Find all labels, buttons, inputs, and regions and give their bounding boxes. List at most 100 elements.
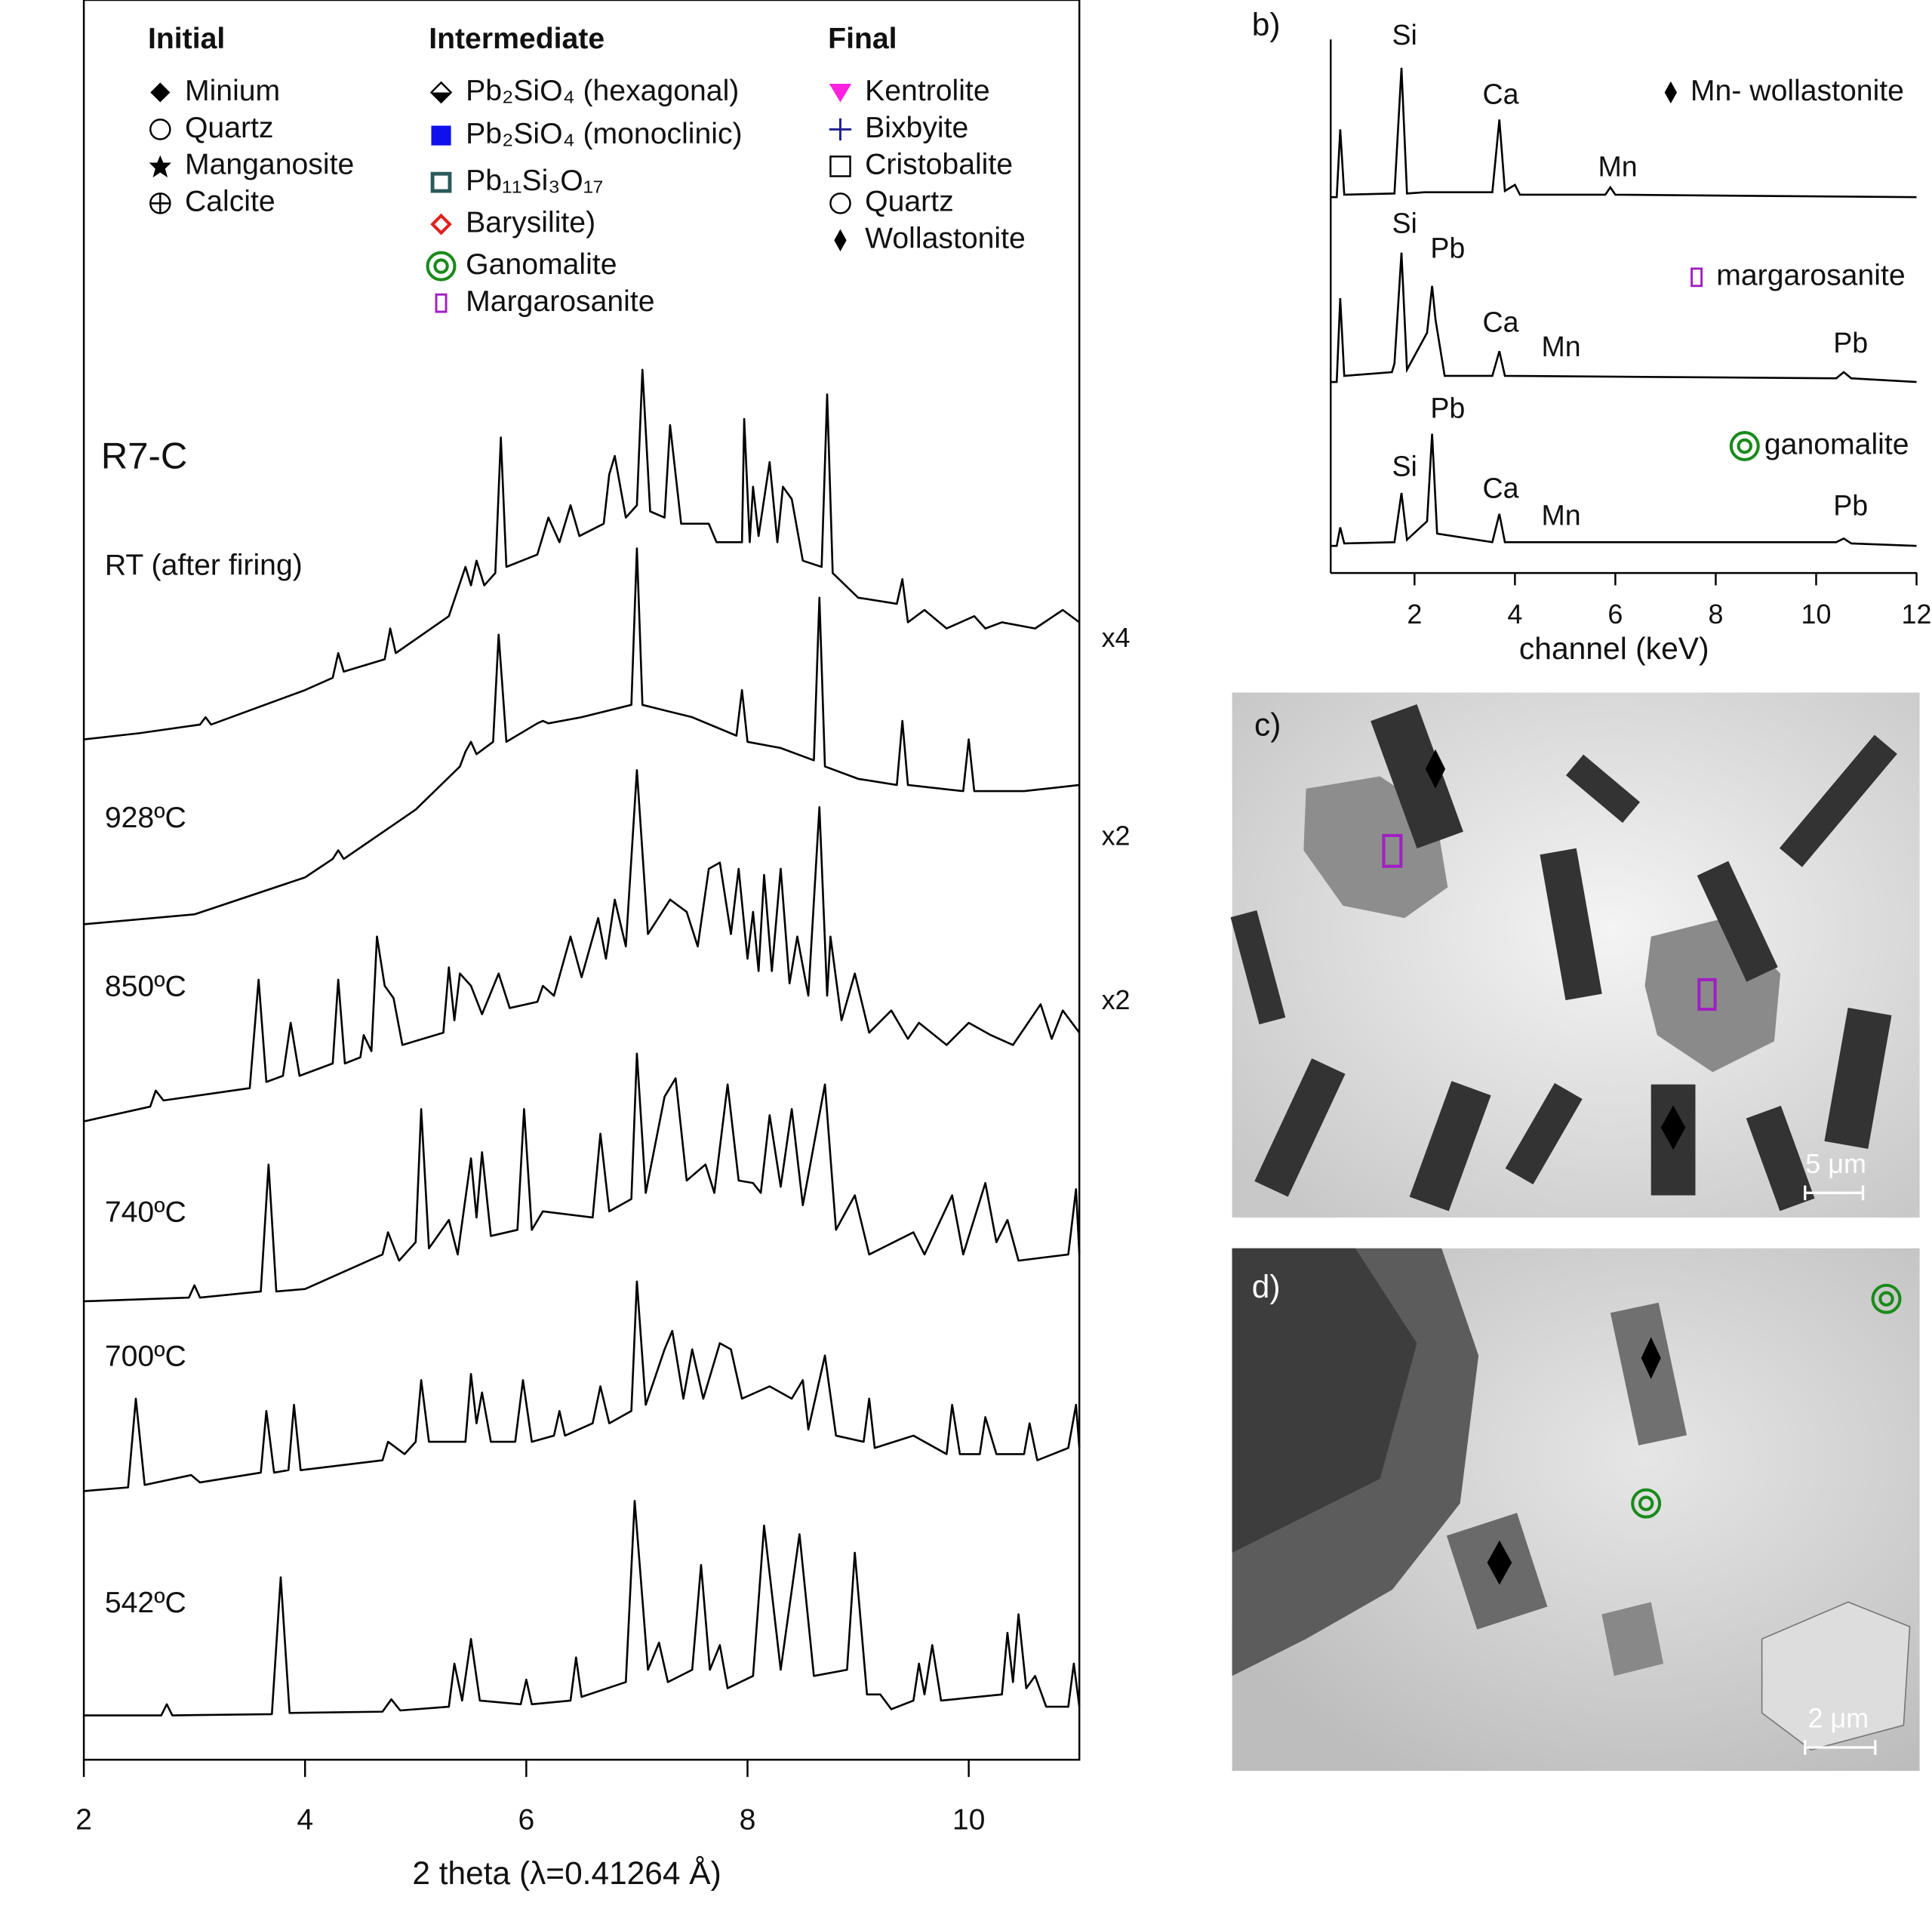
panel-label: b) bbox=[1252, 7, 1281, 42]
legend-symbol bbox=[431, 92, 451, 103]
panel-label: d) bbox=[1252, 1269, 1281, 1304]
legend-symbol bbox=[1690, 267, 1703, 288]
peak-annotation: Si bbox=[1392, 450, 1417, 482]
legend-label: Manganosite bbox=[185, 149, 354, 181]
legend-label: Minium bbox=[185, 75, 280, 107]
peak-annotation: Ca bbox=[1483, 473, 1519, 504]
x-axis-label: 2 theta (λ=0.41264 Å) bbox=[412, 1855, 721, 1891]
pattern-line bbox=[83, 1280, 1081, 1492]
legend-symbol bbox=[1729, 430, 1760, 461]
legend-group: Intermediate Pb₂SiO₄ (hexagonal) Pb₂SiO₄ (… bbox=[426, 23, 743, 318]
legend-label: margarosanite bbox=[1716, 260, 1905, 292]
legend-group: Initial Minium Quartz Manganosite Calcite bbox=[148, 23, 354, 217]
legend-label: Margarosanite bbox=[466, 285, 654, 318]
panel-label: c) bbox=[1254, 707, 1281, 742]
legend-symbol bbox=[431, 125, 451, 146]
legend-label: Pb₁₁Si₃O₁₇ bbox=[466, 165, 603, 197]
legend-label: Pb₂SiO₄ (monoclinic) bbox=[466, 118, 742, 150]
pattern-line bbox=[83, 368, 1080, 740]
trace-label: 700ºC bbox=[105, 1340, 186, 1372]
x-axis-label: channel (keV) bbox=[1519, 631, 1709, 666]
x-tick-label: 6 bbox=[518, 1803, 534, 1836]
peak-annotation: Pb bbox=[1430, 232, 1465, 263]
legend-symbol bbox=[435, 293, 448, 313]
legend-label: Bixbyite bbox=[865, 112, 968, 144]
peak-annotation: Pb bbox=[1833, 327, 1868, 359]
legend-symbol bbox=[829, 155, 851, 177]
legend-symbol bbox=[150, 193, 171, 214]
spectrum-line bbox=[1331, 67, 1917, 199]
peak-annotation: Mn bbox=[1541, 331, 1580, 362]
scale-bar-label: 2 μm bbox=[1808, 1703, 1869, 1734]
legend-group: Final Kentrolite Bixbyite Cristobalite Quart… bbox=[828, 23, 1026, 254]
sem-image bbox=[1232, 1248, 1920, 1771]
legend-label: ganomalite bbox=[1764, 428, 1909, 460]
x-tick-label: 8 bbox=[740, 1803, 756, 1836]
x-tick-label: 10 bbox=[1801, 599, 1832, 630]
panel-a-frame bbox=[82, 0, 1081, 1761]
legend-label: Quartz bbox=[185, 112, 274, 144]
pattern-line bbox=[83, 769, 1081, 1122]
legend-label: Kentrolite bbox=[865, 75, 990, 107]
spectrum-line bbox=[1331, 252, 1917, 383]
legend-symbol bbox=[433, 258, 449, 274]
legend-label: Quartz bbox=[865, 186, 954, 218]
legend-label: Wollastonite bbox=[865, 223, 1026, 255]
x-tick-label: 8 bbox=[1708, 599, 1723, 630]
trace-label: RT (after firing) bbox=[105, 549, 303, 581]
legend-symbol bbox=[149, 119, 171, 140]
legend-label: Mn- wollastonite bbox=[1690, 75, 1904, 107]
sem-image bbox=[1230, 692, 1920, 1218]
legend-label: Calcite bbox=[185, 186, 275, 218]
trace-label: 928ºC bbox=[105, 802, 186, 834]
legend-label: Cristobalite bbox=[865, 149, 1013, 181]
trace-label: 740ºC bbox=[105, 1196, 186, 1228]
legend-label: Pb₂SiO₄ (hexagonal) bbox=[466, 75, 739, 107]
legend-symbol bbox=[426, 251, 457, 282]
scale-label: x4 bbox=[1102, 622, 1131, 653]
panel-title: R7-C bbox=[101, 436, 187, 476]
legend-symbol bbox=[149, 155, 171, 178]
peak-annotation: Mn bbox=[1598, 151, 1638, 183]
peak-annotation: Pb bbox=[1833, 490, 1868, 522]
x-tick-label: 12 bbox=[1902, 599, 1932, 630]
legend-symbol bbox=[430, 213, 452, 236]
trace-label: 542ºC bbox=[105, 1587, 186, 1619]
trace-label: 850ºC bbox=[105, 971, 186, 1003]
x-tick-label: 2 bbox=[75, 1803, 92, 1836]
legend-symbol bbox=[429, 81, 453, 104]
x-tick-label: 4 bbox=[1507, 599, 1522, 630]
x-tick-label: 2 bbox=[1407, 599, 1422, 630]
peak-annotation: Ca bbox=[1483, 78, 1519, 109]
legend-label: Ganomalite bbox=[466, 248, 617, 281]
pattern-line bbox=[84, 1500, 1081, 1716]
legend-title: Final bbox=[828, 23, 897, 55]
peak-annotation: Mn bbox=[1541, 500, 1580, 531]
legend-symbol bbox=[829, 118, 852, 141]
peak-annotation: Si bbox=[1392, 208, 1417, 239]
peak-annotation: Ca bbox=[1483, 306, 1519, 337]
peak-annotation: Si bbox=[1392, 19, 1417, 51]
legend-symbol bbox=[834, 229, 847, 252]
peak-annotation: Pb bbox=[1430, 393, 1465, 424]
legend-label: Barysilite) bbox=[466, 206, 595, 239]
scale-label: x2 bbox=[1102, 984, 1131, 1015]
legend-symbol bbox=[150, 82, 171, 103]
spectrum-line bbox=[1331, 433, 1917, 547]
legend-symbol bbox=[1737, 438, 1752, 454]
x-tick-label: 6 bbox=[1607, 599, 1623, 630]
pattern-line bbox=[83, 547, 1080, 925]
x-tick-label: 4 bbox=[297, 1803, 313, 1836]
legend-symbol bbox=[1664, 81, 1677, 104]
legend-title: Initial bbox=[148, 23, 225, 55]
legend-symbol bbox=[430, 171, 452, 193]
legend-title: Intermediate bbox=[429, 23, 605, 55]
pattern-line bbox=[84, 1052, 1081, 1303]
x-tick-label: 10 bbox=[952, 1803, 986, 1836]
scale-bar-label: 5 μm bbox=[1805, 1148, 1866, 1179]
legend-symbol bbox=[829, 192, 851, 214]
legend-symbol bbox=[829, 84, 852, 103]
scale-label: x2 bbox=[1102, 820, 1131, 851]
